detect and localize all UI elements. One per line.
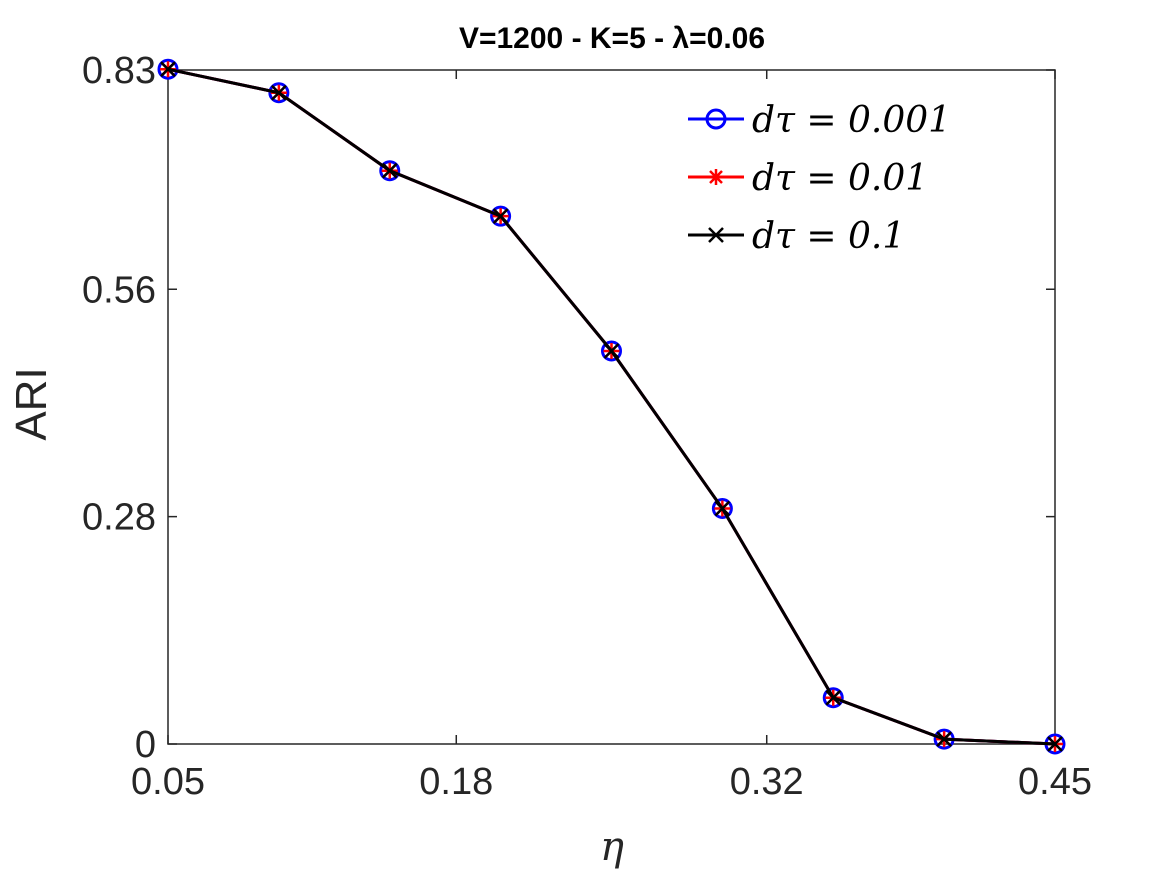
plot-axes — [167, 69, 1056, 745]
series-point — [822, 687, 844, 709]
series-point — [603, 343, 620, 359]
series-point — [936, 731, 953, 748]
series-point — [268, 82, 290, 104]
series-point — [825, 689, 842, 706]
axis-ticks: 0.05 0.18 0.32 0.45 0 0.28 0.56 0.83 — [82, 50, 1092, 803]
y-tick-label: 0.83 — [82, 50, 156, 92]
legend: dτ = 0.001 dτ = 0.01 dτ = 0.1 — [688, 100, 951, 257]
legend-label: dτ = 0.01 — [752, 158, 928, 199]
legend-label: dτ = 0.001 — [752, 100, 951, 141]
series-point — [160, 61, 176, 78]
series-point — [601, 340, 622, 362]
x-axis-label: η — [600, 824, 624, 870]
y-axis-label: ARI — [7, 367, 56, 440]
y-tick-label: 0 — [135, 724, 156, 766]
x-tick-label: 0.05 — [131, 761, 205, 803]
legend-marker — [708, 169, 724, 185]
x-tick-label: 0.18 — [419, 761, 493, 803]
x-tick-label: 0.45 — [1018, 761, 1092, 803]
legend-marker — [705, 108, 727, 130]
plot-frame — [167, 69, 1056, 745]
series-layer — [157, 58, 1066, 755]
series-point — [490, 205, 512, 227]
series-point — [157, 58, 179, 80]
series-point — [1047, 736, 1063, 752]
legend-label: dτ = 0.1 — [752, 216, 905, 257]
series-3 — [160, 61, 1063, 752]
legend-marker — [708, 227, 724, 243]
series-point — [711, 498, 733, 520]
series-point — [492, 208, 509, 225]
y-tick-label: 0.56 — [82, 269, 156, 311]
y-tick-label: 0.28 — [82, 497, 156, 539]
series-point — [270, 84, 287, 101]
chart-title: V=1200 - K=5 - λ=0.06 — [459, 22, 765, 55]
series-point — [381, 162, 398, 179]
series-point — [379, 160, 401, 182]
series-point — [714, 500, 731, 517]
x-tick-label: 0.32 — [730, 761, 804, 803]
series-1 — [157, 58, 1066, 755]
